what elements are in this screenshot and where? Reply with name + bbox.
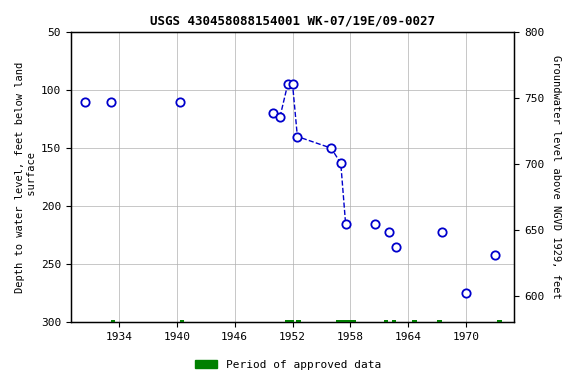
Y-axis label: Groundwater level above NGVD 1929, feet: Groundwater level above NGVD 1929, feet: [551, 55, 561, 299]
Legend: Period of approved data: Period of approved data: [191, 356, 385, 375]
Y-axis label: Depth to water level, feet below land
 surface: Depth to water level, feet below land su…: [15, 61, 37, 293]
Title: USGS 430458088154001 WK-07/19E/09-0027: USGS 430458088154001 WK-07/19E/09-0027: [150, 15, 435, 28]
